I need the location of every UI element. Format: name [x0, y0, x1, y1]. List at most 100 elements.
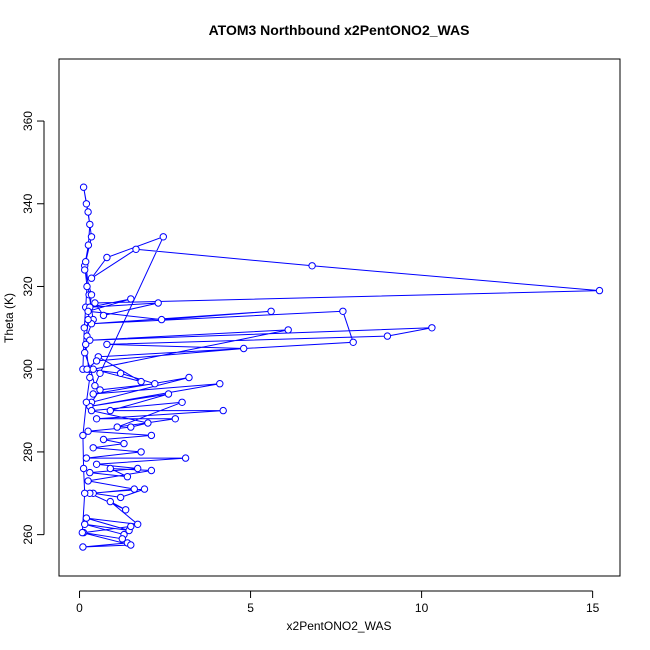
data-point	[89, 390, 97, 398]
data-point	[154, 299, 162, 307]
data-point	[219, 406, 227, 415]
data-point	[127, 541, 135, 549]
data-point	[151, 380, 159, 388]
data-point	[123, 473, 132, 481]
data-point	[99, 311, 108, 320]
y-axis: 260 280 300 320 340 360	[21, 111, 45, 545]
data-point	[92, 357, 101, 365]
data-point	[81, 520, 89, 528]
data-point	[84, 427, 92, 435]
x-tick-label: 5	[247, 601, 254, 615]
data-point	[87, 291, 96, 299]
data-point	[130, 485, 139, 493]
data-point	[185, 373, 193, 382]
data-point	[86, 220, 94, 229]
data-point	[132, 245, 140, 254]
data-point	[216, 380, 224, 388]
data-point	[82, 398, 91, 406]
data-point	[81, 349, 89, 357]
data-point	[113, 423, 121, 431]
data-point	[82, 200, 91, 208]
x-tick-label: 15	[586, 601, 600, 615]
x-tick-label: 10	[415, 601, 429, 615]
y-tick-label: 300	[21, 359, 35, 379]
data-point	[82, 514, 91, 522]
data-point	[118, 535, 127, 543]
data-point	[178, 398, 186, 406]
y-tick-label: 320	[21, 276, 35, 296]
data-point	[91, 299, 99, 307]
data-point	[339, 307, 347, 315]
data-point	[267, 307, 275, 315]
data-point	[80, 324, 89, 332]
data-point	[116, 369, 125, 377]
data-point	[103, 340, 111, 349]
data-point	[349, 338, 357, 346]
y-tick-label: 260	[21, 524, 35, 544]
data-point	[86, 373, 94, 382]
data-point	[106, 406, 115, 415]
data-point	[84, 477, 92, 485]
data-point	[116, 493, 125, 502]
x-tick-label: 0	[76, 601, 83, 615]
data-point	[284, 326, 292, 334]
data-series	[78, 183, 604, 551]
data-point	[106, 464, 115, 473]
data-point	[308, 262, 316, 270]
data-point	[171, 415, 180, 423]
data-point	[87, 406, 96, 415]
x-axis-label: x2PentONO2_WAS	[287, 619, 392, 633]
data-point	[120, 439, 128, 448]
y-tick-label: 280	[21, 442, 35, 462]
data-point	[81, 266, 89, 274]
data-point	[134, 464, 142, 473]
data-point	[83, 365, 91, 373]
data-point	[127, 295, 135, 303]
data-point	[103, 253, 111, 262]
data-point	[79, 543, 87, 551]
data-point	[86, 468, 94, 477]
data-point	[87, 233, 96, 241]
data-point	[89, 444, 97, 452]
y-axis-label: Theta (K)	[2, 293, 16, 343]
x-axis: 0 5 10 15	[76, 590, 600, 615]
data-point	[82, 340, 90, 349]
data-point	[89, 365, 97, 373]
data-point	[137, 448, 145, 456]
data-point	[159, 233, 168, 241]
data-point	[82, 454, 91, 462]
data-point	[144, 419, 152, 427]
data-point	[79, 183, 88, 191]
data-point	[84, 315, 92, 324]
data-point	[134, 520, 142, 528]
data-point	[96, 369, 104, 377]
data-point	[137, 377, 145, 386]
data-point	[595, 286, 604, 295]
data-point	[96, 386, 104, 394]
data-point	[147, 431, 156, 440]
data-point	[84, 307, 92, 315]
data-point	[181, 454, 190, 462]
data-point	[92, 415, 101, 423]
data-point	[240, 344, 248, 353]
data-point	[87, 274, 96, 282]
data-point	[140, 485, 149, 493]
y-tick-label: 340	[21, 193, 35, 213]
data-point	[92, 460, 101, 468]
y-tick-label: 360	[21, 111, 35, 131]
data-point	[84, 241, 93, 249]
data-point	[122, 506, 130, 514]
data-point	[383, 332, 392, 340]
plot-area-frame	[58, 58, 621, 577]
data-point	[84, 208, 92, 216]
data-point	[147, 466, 156, 475]
data-point	[83, 282, 91, 291]
chart-title: ATOM3 Northbound x2PentONO2_WAS	[209, 22, 470, 38]
data-point	[428, 324, 436, 332]
data-point	[157, 315, 166, 324]
data-point	[164, 390, 173, 398]
data-point	[91, 382, 99, 390]
data-point	[79, 431, 87, 440]
